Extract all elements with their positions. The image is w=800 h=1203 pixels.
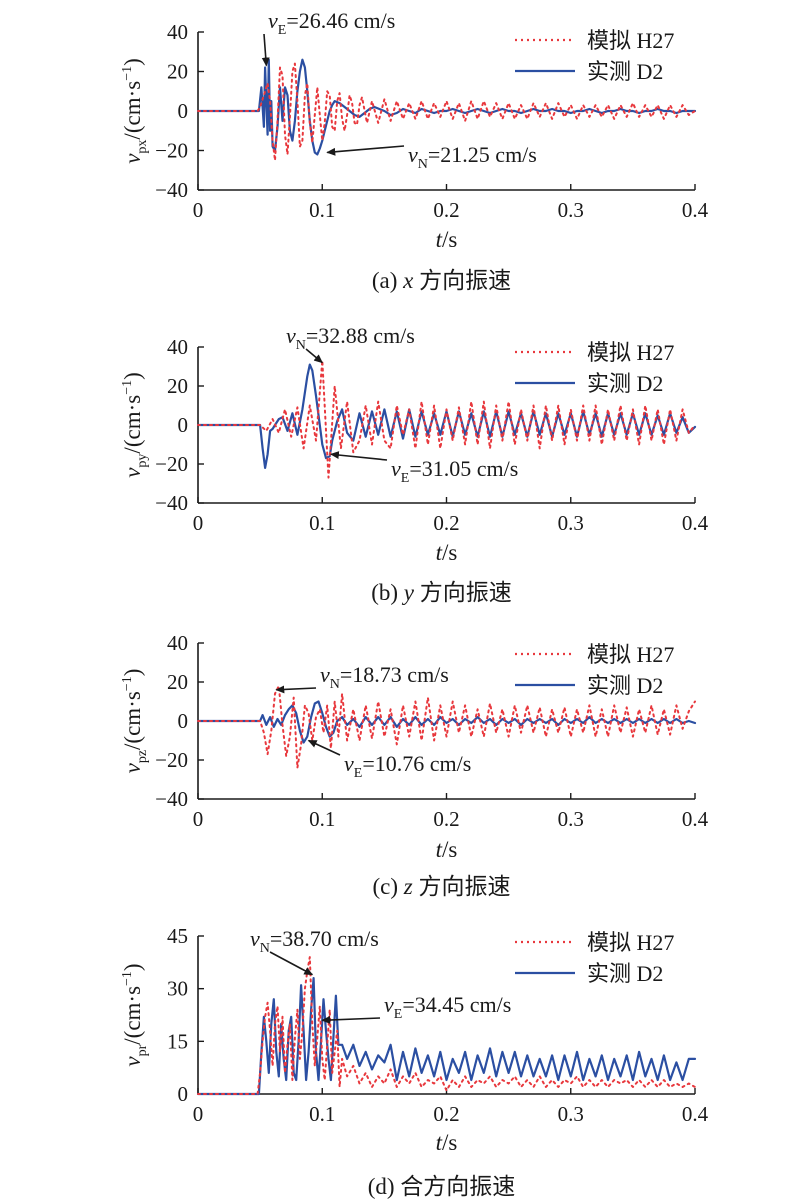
x-tick-label: 0.4 — [682, 511, 709, 535]
x-tick-label: 0 — [193, 198, 204, 222]
x-tick-label: 0.4 — [682, 807, 709, 831]
y-tick-label: 15 — [167, 1029, 188, 1053]
y-tick-label: 45 — [167, 924, 188, 948]
y-tick-label: 0 — [178, 413, 189, 437]
legend-label: 模拟 H27 — [587, 340, 674, 365]
annotation-arrow — [269, 951, 314, 976]
annotation-label: vN=38.70 cm/s — [250, 926, 379, 956]
y-tick-label: 40 — [167, 20, 188, 44]
x-tick-label: 0.3 — [558, 807, 584, 831]
y-tick-label: −40 — [155, 491, 188, 515]
legend-label: 实测 D2 — [587, 673, 663, 698]
y-axis-label: vpz/(cm·s−1) — [120, 669, 150, 774]
x-tick-label: 0 — [193, 1102, 204, 1126]
y-axis-label: vpy/(cm·s−1) — [120, 372, 150, 478]
x-tick-label: 0.2 — [433, 511, 459, 535]
annotation-label: vN=18.73 cm/s — [320, 662, 449, 692]
annotation-arrow — [326, 145, 405, 156]
y-tick-label: −20 — [155, 452, 188, 476]
x-axis-label: t/s — [436, 540, 458, 565]
x-tick-label: 0.4 — [682, 1102, 709, 1126]
legend-label: 实测 D2 — [587, 371, 663, 396]
annotation-arrow — [261, 33, 270, 67]
y-tick-label: 30 — [167, 977, 188, 1001]
x-tick-label: 0 — [193, 807, 204, 831]
x-tick-label: 0.1 — [309, 511, 335, 535]
x-tick-label: 0.4 — [682, 198, 709, 222]
panel-caption: (c) z 方向振速 — [373, 874, 511, 899]
panel-caption: (d) 合方向振速 — [368, 1174, 516, 1199]
series-line-sim — [197, 684, 696, 769]
annotation-label: vE=31.05 cm/s — [391, 456, 518, 486]
legend-label: 实测 D2 — [587, 59, 663, 84]
panel-caption: (a) x 方向振速 — [372, 268, 511, 293]
y-axis-label: vpr/(cm·s−1) — [120, 963, 150, 1066]
annotation-label: vN=32.88 cm/s — [286, 323, 415, 353]
y-tick-label: 40 — [167, 335, 188, 359]
series-line-sim — [197, 62, 696, 162]
x-tick-label: 0.1 — [309, 807, 335, 831]
x-tick-label: 0.2 — [433, 807, 459, 831]
legend-label: 模拟 H27 — [587, 642, 674, 667]
series-line-meas — [196, 976, 697, 1096]
annotation-arrow — [321, 1015, 381, 1024]
x-tick-label: 0.3 — [558, 511, 584, 535]
y-tick-label: 20 — [167, 374, 188, 398]
y-tick-label: −20 — [155, 748, 188, 772]
legend-label: 模拟 H27 — [587, 930, 674, 955]
annotation-label: vE=10.76 cm/s — [344, 751, 471, 781]
y-tick-label: −40 — [155, 178, 188, 202]
x-axis-label: t/s — [436, 227, 458, 252]
y-tick-label: 20 — [167, 670, 188, 694]
x-tick-label: 0.3 — [558, 1102, 584, 1126]
y-tick-label: −40 — [155, 787, 188, 811]
y-axis-label: vpx/(cm·s−1) — [120, 58, 150, 164]
x-tick-label: 0.3 — [558, 198, 584, 222]
x-tick-label: 0.2 — [433, 198, 459, 222]
annotation-arrow — [305, 348, 324, 364]
series-line-sim — [197, 956, 696, 1095]
annotation-label: vE=26.46 cm/s — [268, 8, 395, 38]
panel-d: 45 30 15 00 0.1 0.2 0.3 0.4 vpr/(cm·s−1) t/s (d) 合… — [120, 924, 709, 1199]
legend-label: 模拟 H27 — [587, 28, 674, 53]
y-tick-label: 20 — [167, 60, 188, 84]
x-tick-label: 0 — [193, 511, 204, 535]
x-axis-label: t/s — [436, 1130, 458, 1155]
y-tick-label: 0 — [178, 1082, 189, 1106]
panel-caption: (b) y 方向振速 — [371, 580, 512, 605]
y-tick-label: 0 — [178, 99, 189, 123]
x-tick-label: 0.2 — [433, 1102, 459, 1126]
annotation-arrow — [307, 739, 341, 756]
annotation-arrow — [275, 685, 317, 694]
legend-label: 实测 D2 — [587, 961, 663, 986]
x-axis-label: t/s — [436, 837, 458, 862]
annotation-arrow — [329, 451, 388, 461]
y-tick-label: −20 — [155, 139, 188, 163]
y-tick-label: 0 — [178, 709, 189, 733]
series-line-sim — [197, 359, 696, 479]
annotation-label: vE=34.45 cm/s — [384, 992, 511, 1022]
series-line-meas — [196, 58, 697, 156]
annotation-label: vN=21.25 cm/s — [408, 142, 537, 172]
y-tick-label: 40 — [167, 631, 188, 655]
x-tick-label: 0.1 — [309, 198, 335, 222]
x-tick-label: 0.1 — [309, 1102, 335, 1126]
series-line-meas — [196, 700, 697, 744]
